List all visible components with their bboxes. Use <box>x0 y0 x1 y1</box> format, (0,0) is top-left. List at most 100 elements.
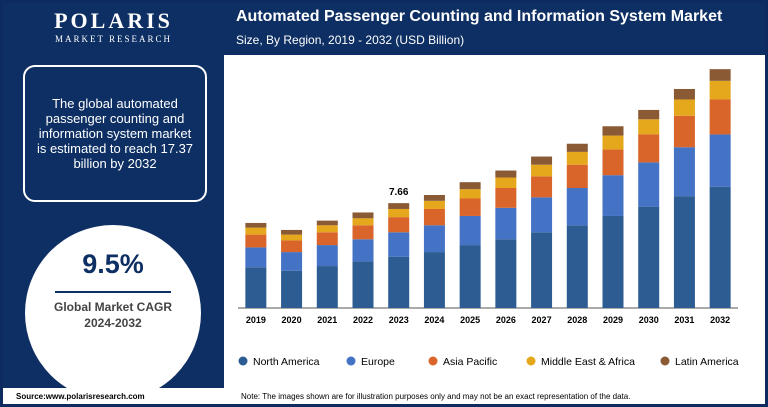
legend-swatch <box>238 356 248 366</box>
bar-segment <box>352 218 374 226</box>
bar-segment <box>459 198 481 216</box>
footer: Source:www.polarisresearch.com Note: The… <box>3 388 765 404</box>
legend-label: Asia Pacific <box>443 356 497 368</box>
bar-segment <box>352 239 374 262</box>
bar-segment <box>423 208 445 226</box>
bar-segment <box>352 212 374 219</box>
polaris-logo: POLARIS MARKET RESEARCH <box>3 8 224 45</box>
cagr-divider <box>55 291 171 293</box>
bar-segment <box>673 99 695 116</box>
bar-segment <box>245 267 267 308</box>
bar-segment <box>459 215 481 246</box>
bar-segment <box>638 119 660 135</box>
bar-segment <box>495 239 517 308</box>
bar-segment <box>638 109 660 120</box>
legend-swatch <box>660 356 670 366</box>
bar-segment <box>388 232 410 257</box>
bar-segment <box>459 189 481 199</box>
bar-segment <box>531 197 553 233</box>
summary-box: The global automated passenger counting … <box>23 65 207 202</box>
bar-segment <box>673 115 695 148</box>
bar-segment <box>566 151 588 165</box>
bar-segment <box>709 80 731 100</box>
bar-segment <box>388 217 410 233</box>
summary-text: The global automated passenger counting … <box>36 96 194 171</box>
x-tick-label: 2029 <box>603 315 623 325</box>
x-tick-label: 2027 <box>532 315 552 325</box>
x-tick-label: 2031 <box>674 315 694 325</box>
bar-segment <box>602 135 624 150</box>
logo-name: POLARIS <box>54 8 173 33</box>
bar-segment <box>709 69 731 81</box>
bar-segment <box>245 222 267 228</box>
bar-segment <box>531 164 553 177</box>
bar-segment <box>673 147 695 197</box>
bar-segment <box>316 232 338 246</box>
legend-label: Europe <box>361 356 395 368</box>
bar-segment <box>316 220 338 226</box>
cagr-label-block: Global Market CAGR 2024-2032 <box>25 299 201 331</box>
cagr-period: 2024-2032 <box>84 316 142 330</box>
data-label: 7.66 <box>389 187 409 198</box>
chart-area: 2019 2020 2021 2022 2023 7.66 2024 2025 2026 2027… <box>228 55 753 385</box>
x-tick-label: 2028 <box>567 315 587 325</box>
x-tick-label: 2024 <box>424 315 444 325</box>
bar-segment <box>709 134 731 187</box>
cagr-value: 9.5% <box>82 249 144 279</box>
bar-segment <box>423 252 445 308</box>
footer-source: Source:www.polarisresearch.com <box>16 392 145 401</box>
x-tick-label: 2030 <box>639 315 659 325</box>
bar-segment <box>566 143 588 152</box>
bar-segment <box>709 99 731 135</box>
bar-segment <box>495 170 517 178</box>
bar-segment <box>459 245 481 308</box>
bar-segment <box>352 225 374 240</box>
x-tick-label: 2020 <box>282 315 302 325</box>
bar-segment <box>281 229 303 235</box>
bar-segment <box>245 247 267 268</box>
bar-segment <box>245 227 267 235</box>
x-tick-label: 2019 <box>246 315 266 325</box>
bar-segment <box>352 261 374 308</box>
bar-segment <box>602 215 624 308</box>
x-tick-label: 2032 <box>710 315 730 325</box>
bar-segment <box>566 188 588 226</box>
bar-segment <box>566 225 588 308</box>
bar-segment <box>316 245 338 267</box>
bar-segment <box>495 207 517 240</box>
bar-segment <box>638 134 660 163</box>
bar-segment <box>602 175 624 216</box>
bar-segment <box>388 208 410 218</box>
x-tick-label: 2025 <box>460 315 480 325</box>
left-panel: POLARIS MARKET RESEARCH The global autom… <box>3 3 224 401</box>
bar-segment <box>388 256 410 308</box>
chart-subtitle: Size, By Region, 2019 - 2032 (USD Billio… <box>236 33 465 47</box>
legend-swatch <box>428 356 438 366</box>
bar-segment <box>245 234 267 248</box>
x-tick-label: 2022 <box>353 315 373 325</box>
stacked-bar-chart: 2019 2020 2021 2022 2023 7.66 2024 2025 2026 2027… <box>238 69 739 368</box>
legend-swatch <box>526 356 536 366</box>
bar-segment <box>531 176 553 198</box>
footer-note: Note: The images shown are for illustrat… <box>241 392 631 401</box>
legend-label: North America <box>253 356 320 368</box>
x-tick-label: 2026 <box>496 315 516 325</box>
legend-label: Latin America <box>675 356 739 368</box>
bar-segment <box>388 203 410 209</box>
bar-segment <box>673 196 695 308</box>
bar-segment <box>602 149 624 176</box>
bar-segment <box>638 206 660 308</box>
x-tick-label: 2023 <box>389 315 409 325</box>
bar-segment <box>281 252 303 271</box>
bar-segment <box>316 225 338 233</box>
cagr-circle: 9.5% Global Market CAGR 2024-2032 <box>25 225 201 401</box>
cagr-label: Global Market CAGR <box>53 300 173 314</box>
bar-segment <box>709 186 731 308</box>
bar-segment <box>423 200 445 209</box>
bar-segment <box>281 234 303 241</box>
x-tick-label: 2021 <box>317 315 337 325</box>
bar-segment <box>673 88 695 100</box>
logo-subtitle: MARKET RESEARCH <box>54 34 173 44</box>
title-bar: Automated Passenger Counting and Informa… <box>224 3 765 55</box>
